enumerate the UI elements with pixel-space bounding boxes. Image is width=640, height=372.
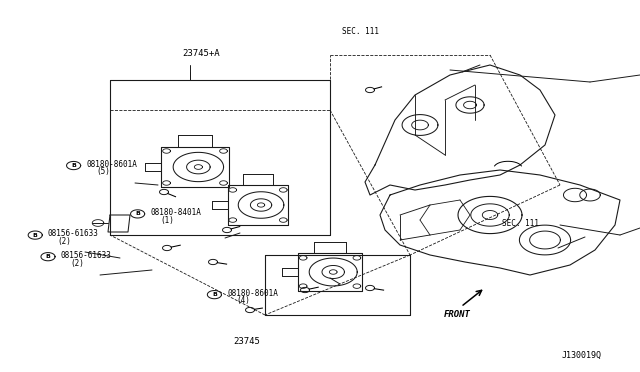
Text: (1): (1) <box>160 216 174 225</box>
Text: B: B <box>212 292 217 297</box>
Text: 08180-8601A: 08180-8601A <box>86 160 137 169</box>
Text: (2): (2) <box>70 259 84 267</box>
Text: 08156-61633: 08156-61633 <box>61 251 111 260</box>
Text: FRONT: FRONT <box>444 310 471 319</box>
Text: B: B <box>45 254 51 259</box>
Text: (2): (2) <box>58 237 72 246</box>
Text: J130019Q: J130019Q <box>562 351 602 360</box>
Text: SEC. 111: SEC. 111 <box>342 27 380 36</box>
Text: 08180-8401A: 08180-8401A <box>150 208 201 217</box>
Text: (4): (4) <box>237 296 251 305</box>
Text: 08180-8601A: 08180-8601A <box>227 289 278 298</box>
Text: 23745: 23745 <box>233 337 260 346</box>
Text: B: B <box>71 163 76 168</box>
Text: 23745+A: 23745+A <box>182 49 220 58</box>
Text: 08156-61633: 08156-61633 <box>48 230 99 238</box>
Text: (5): (5) <box>96 167 110 176</box>
Text: SEC. 111: SEC. 111 <box>502 219 540 228</box>
Text: B: B <box>33 232 38 238</box>
Text: B: B <box>135 211 140 217</box>
